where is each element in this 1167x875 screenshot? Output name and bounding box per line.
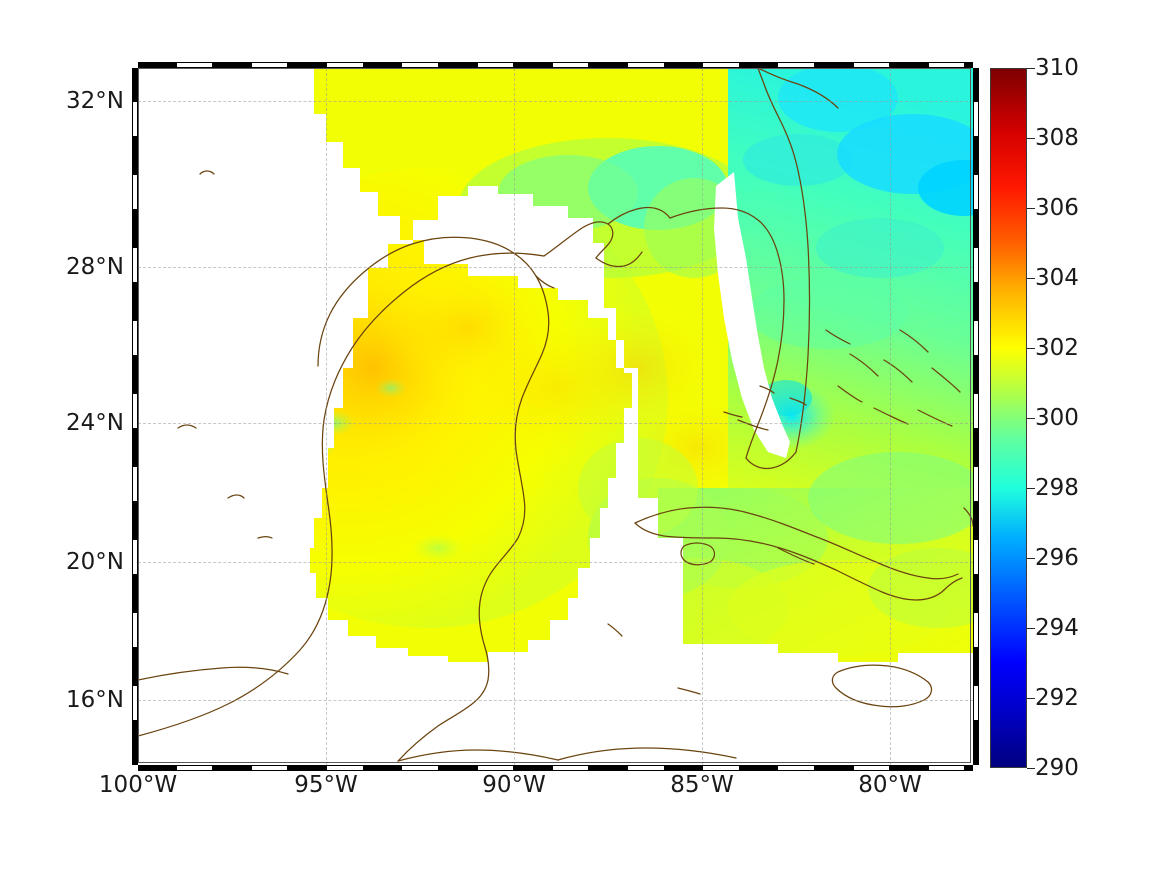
colorbar-label-296: 296 xyxy=(1035,545,1079,571)
frame-bottom-seg-16 xyxy=(739,765,778,771)
frame-bottom-seg-0 xyxy=(138,765,176,771)
frame-bottom-seg-10 xyxy=(514,765,552,771)
colorbar-label-304: 304 xyxy=(1035,265,1079,291)
frame-bottom-seg-13 xyxy=(626,765,665,771)
frame-bottom-seg-19 xyxy=(852,765,891,771)
frame-bottom-seg-tail xyxy=(965,765,973,771)
colorbar-label-302: 302 xyxy=(1035,335,1079,361)
frame-bottom-seg-22 xyxy=(965,765,973,771)
colorbar[interactable] xyxy=(990,68,1035,769)
colorbar-tick-290 xyxy=(1027,768,1035,769)
coastlines xyxy=(138,68,973,762)
colorbar-tick-306 xyxy=(1027,208,1035,209)
lon-tick-85: 85°W xyxy=(670,772,734,798)
frame-bottom-seg-8 xyxy=(438,765,477,771)
frame-right-seg-lead xyxy=(973,68,979,101)
frame-right-seg-12 xyxy=(973,283,979,320)
lat-tick-20: 20°N xyxy=(66,549,124,575)
frame-bottom-seg-18 xyxy=(815,765,853,771)
colorbar-label-306: 306 xyxy=(1035,195,1079,221)
frame-right-seg-15 xyxy=(973,173,979,211)
colorbar-label-298: 298 xyxy=(1035,475,1079,501)
lon-tick-90: 90°W xyxy=(482,772,546,798)
colorbar-tick-294 xyxy=(1027,628,1035,629)
frame-bottom-seg-6 xyxy=(363,765,402,771)
frame-right-seg-16 xyxy=(973,137,979,174)
colorbar-tick-310 xyxy=(1027,68,1035,69)
frame-bottom-seg-1 xyxy=(175,765,214,771)
frame-right-seg-11 xyxy=(973,319,979,357)
colorbar-tick-292 xyxy=(1027,698,1035,699)
colorbar-tick-304 xyxy=(1027,278,1035,279)
colorbar-tick-298 xyxy=(1027,488,1035,489)
frame-bottom-seg-3 xyxy=(250,765,289,771)
frame-right-seg-18 xyxy=(973,68,979,101)
frame-bottom-seg-15 xyxy=(702,765,740,771)
frame-right-seg-9 xyxy=(973,392,979,430)
lon-tick-95: 95°W xyxy=(294,772,358,798)
frame-bottom-seg-14 xyxy=(664,765,703,771)
colorbar-label-300: 300 xyxy=(1035,405,1079,431)
frame-bottom-seg-21 xyxy=(927,765,966,771)
frame-right-seg-7 xyxy=(973,465,979,503)
frame-right-seg-4 xyxy=(973,575,979,612)
frame-right-seg-14 xyxy=(973,210,979,247)
frame-right-seg-2 xyxy=(973,648,979,685)
sst-heatmap-field xyxy=(138,68,973,765)
colorbar-gradient xyxy=(990,68,1027,768)
frame-bottom-seg-17 xyxy=(777,765,816,771)
colorbar-tick-302 xyxy=(1027,348,1035,349)
frame-bottom-seg-12 xyxy=(589,765,627,771)
lon-tick-80: 80°W xyxy=(858,772,922,798)
lat-tick-16: 16°N xyxy=(66,687,124,713)
frame-right-seg-3 xyxy=(973,611,979,649)
lon-tick-100: 100°W xyxy=(98,772,178,798)
colorbar-tick-296 xyxy=(1027,558,1035,559)
lat-tick-32: 32°N xyxy=(66,88,124,114)
frame-right-seg-tail xyxy=(973,757,979,765)
colorbar-tick-300 xyxy=(1027,418,1035,419)
frame-bottom-seg-11 xyxy=(551,765,590,771)
colorbar-label-292: 292 xyxy=(1035,685,1079,711)
frame-bottom-seg-9 xyxy=(476,765,515,771)
frame-right-seg-13 xyxy=(973,246,979,284)
frame-right-seg-6 xyxy=(973,502,979,539)
frame-right-seg-0 xyxy=(973,721,979,758)
frame-right-seg-5 xyxy=(973,538,979,576)
colorbar-label-310: 310 xyxy=(1035,55,1079,81)
frame-right-seg-8 xyxy=(973,429,979,466)
frame-bottom-seg-5 xyxy=(326,765,364,771)
frame-right-seg-1 xyxy=(973,684,979,722)
lat-tick-24: 24°N xyxy=(66,410,124,436)
frame-bottom-seg-2 xyxy=(213,765,251,771)
map-axes[interactable] xyxy=(138,68,973,765)
frame-bottom-seg-7 xyxy=(401,765,439,771)
frame-bottom-seg-20 xyxy=(890,765,928,771)
colorbar-tick-308 xyxy=(1027,138,1035,139)
colorbar-label-308: 308 xyxy=(1035,125,1079,151)
lat-tick-28: 28°N xyxy=(66,254,124,280)
frame-right-seg-10 xyxy=(973,356,979,393)
frame-bottom-seg-4 xyxy=(288,765,327,771)
colorbar-label-294: 294 xyxy=(1035,615,1079,641)
colorbar-label-290: 290 xyxy=(1035,755,1079,781)
frame-right-seg-17 xyxy=(973,100,979,138)
